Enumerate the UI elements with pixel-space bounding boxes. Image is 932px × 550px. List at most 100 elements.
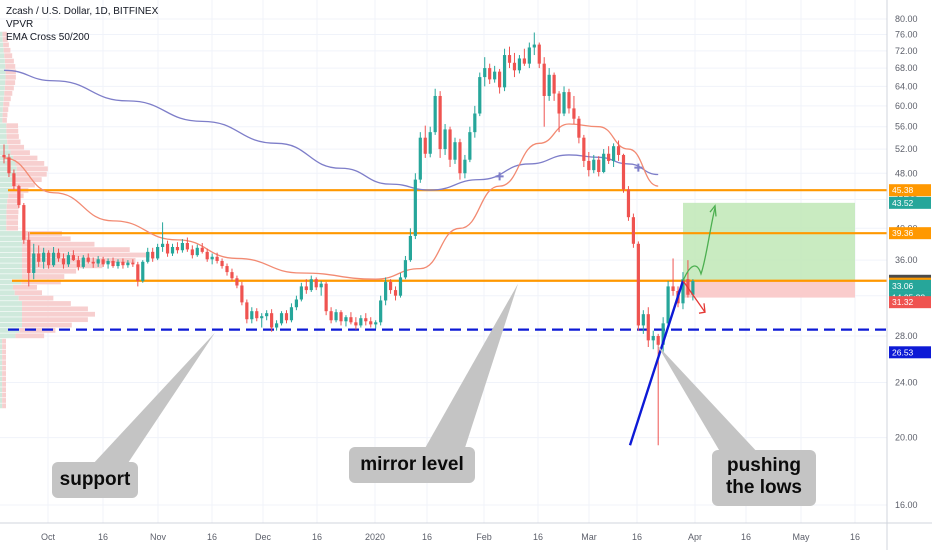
candle-body — [284, 313, 289, 321]
vpvr-bar — [2, 365, 6, 371]
candle-body — [86, 257, 90, 262]
candle-body — [220, 260, 224, 267]
vpvr-bar — [2, 360, 6, 366]
vpvr-bar — [2, 354, 6, 360]
candlestick-series — [2, 32, 695, 446]
vpvr-bar — [0, 263, 22, 269]
candle-body — [607, 153, 611, 161]
vpvr-bar — [0, 252, 22, 258]
time-tick-label: 2020 — [365, 532, 385, 542]
candle-body — [309, 279, 313, 291]
candle-body — [151, 251, 155, 259]
candle-body — [136, 264, 140, 281]
horizontal-levels — [8, 189, 887, 331]
candle-body — [160, 243, 165, 247]
candle-body — [225, 266, 229, 273]
price-tick-label: 16.00 — [895, 500, 918, 510]
time-tick-label: Mar — [581, 532, 597, 542]
vpvr-bar — [0, 360, 3, 366]
vpvr-bar — [21, 279, 61, 285]
candle-body — [334, 312, 338, 321]
vpvr-bar — [15, 161, 45, 166]
vpvr-bar — [22, 317, 88, 323]
vpvr-bar — [7, 198, 21, 204]
candle-body — [170, 246, 175, 254]
vpvr-bar — [0, 107, 3, 112]
candle-body — [374, 322, 378, 325]
candle-body — [165, 243, 170, 254]
vpvr-bar — [3, 96, 11, 102]
vpvr-bar — [2, 117, 7, 123]
candle-body — [205, 251, 209, 260]
candle-body — [636, 243, 640, 326]
price-tick-label: 48.00 — [895, 168, 918, 178]
vpvr-bar — [0, 301, 22, 306]
vpvr-bar — [0, 403, 3, 409]
candle-body — [547, 74, 551, 96]
candle-body — [463, 159, 467, 174]
vpvr-bar — [22, 252, 150, 258]
candle-body — [215, 256, 219, 261]
candle-body — [240, 285, 244, 303]
candle-body — [478, 77, 482, 114]
vpvr-bar — [6, 204, 20, 209]
vpvr-bar — [0, 42, 4, 48]
candle-body — [592, 159, 596, 171]
vpvr-bar — [0, 268, 22, 274]
vpvr-bar — [0, 290, 15, 296]
indicator-vpvr-label[interactable]: VPVR — [6, 19, 34, 30]
vpvr-bar — [0, 284, 13, 290]
price-tag-box — [889, 296, 931, 309]
vpvr-bar — [2, 392, 6, 398]
vpvr-bar — [16, 171, 47, 177]
candle-body — [507, 55, 512, 63]
candle-body — [562, 92, 566, 114]
vpvr-bar — [22, 301, 71, 306]
vpvr-bar — [0, 344, 3, 349]
candle-body — [230, 272, 234, 279]
candle-body — [66, 255, 71, 265]
vpvr-bar — [6, 134, 19, 139]
candle-body — [156, 246, 160, 259]
vpvr-bar — [22, 236, 71, 242]
candle-body — [483, 68, 487, 78]
candle-body — [388, 281, 393, 291]
vpvr-bar — [0, 338, 3, 344]
ema200-line — [3, 69, 659, 191]
candle-body — [661, 323, 665, 345]
candle-body — [195, 247, 199, 256]
candle-body — [641, 314, 645, 326]
pushing-pointer — [657, 344, 760, 455]
candle-body — [443, 129, 447, 150]
candle-body — [537, 44, 541, 64]
candle-body — [101, 259, 105, 265]
vpvr-bar — [0, 31, 3, 37]
candle-body — [270, 313, 274, 328]
candle-body — [319, 283, 323, 288]
time-tick-label: May — [792, 532, 810, 542]
vpvr-bar — [22, 268, 77, 274]
vpvr-bar — [2, 376, 6, 382]
vpvr-bar — [2, 107, 9, 112]
time-axis[interactable]: Oct 16 Nov 16 Dec 16 2020 16 Feb 16 Mar 16 Apr 16 May 1… — [0, 522, 932, 542]
price-tick-label: 28.00 — [895, 331, 918, 341]
vpvr-bar — [8, 144, 25, 150]
symbol-title[interactable]: Zcash / U.S. Dollar, 1D, BITFINEX — [6, 6, 159, 17]
vpvr-bar — [0, 392, 3, 398]
price-tick-label: 52.00 — [895, 144, 918, 154]
indicator-ema-label[interactable]: EMA Cross 50/200 — [6, 32, 90, 43]
candle-body — [458, 142, 462, 174]
candle-body — [384, 281, 388, 301]
candle-body — [260, 316, 264, 319]
candle-body — [126, 262, 130, 266]
vpvr-bar — [0, 225, 7, 231]
candle-body — [582, 137, 586, 161]
vpvr-bar — [0, 37, 3, 42]
price-tag-label: 43.52 — [892, 198, 914, 208]
time-tick-label: 16 — [207, 532, 217, 542]
vpvr-bar — [6, 220, 19, 226]
price-tick-label: 76.00 — [895, 29, 918, 39]
vpvr-bar — [0, 74, 6, 80]
candle-body — [339, 312, 343, 322]
